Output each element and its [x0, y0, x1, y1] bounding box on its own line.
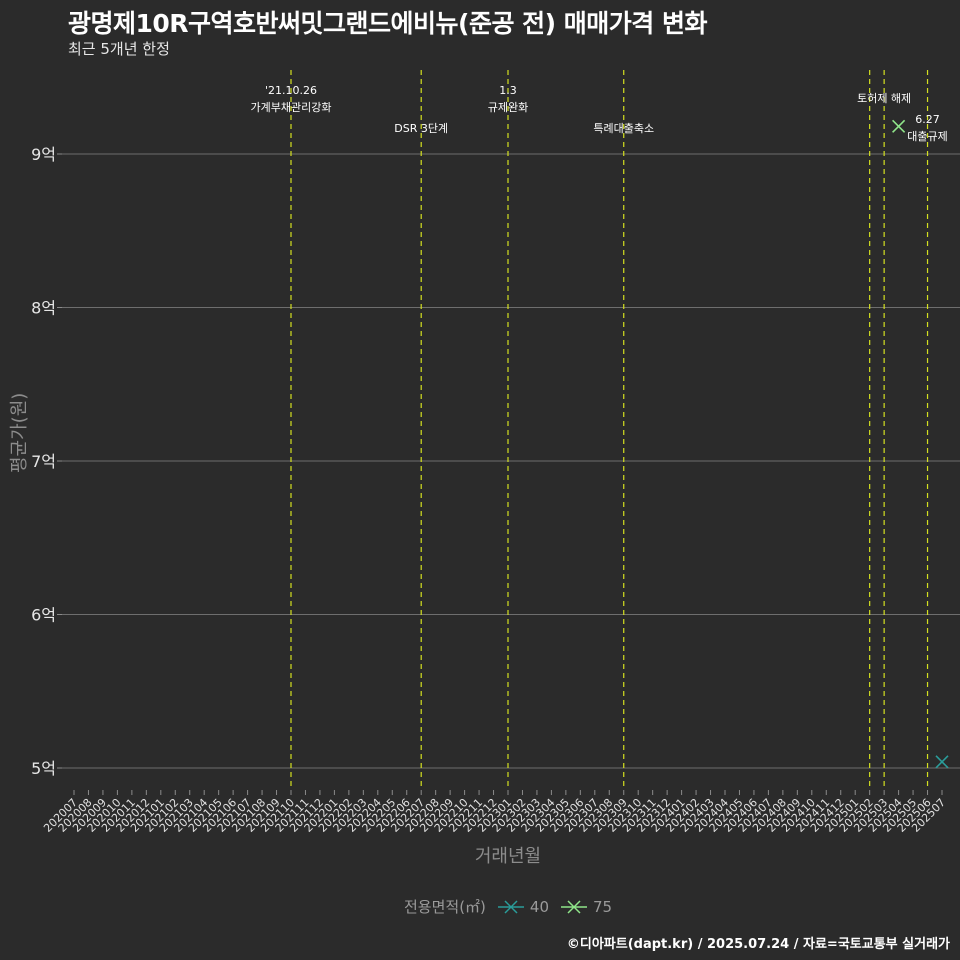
event-annotation-label: 대출규제 — [907, 130, 947, 143]
legend-item-75: 75 — [561, 898, 612, 916]
event-annotation-label: 6.27 — [915, 113, 940, 126]
chart-title: 광명제10R구역호반써밋그랜드에비뉴(준공 전) 매매가격 변화 — [68, 9, 708, 38]
data-point-40 — [935, 755, 949, 769]
y-tick-label: 6억 — [31, 606, 56, 625]
event-annotation-label: '21.10.26 — [265, 84, 317, 97]
event-annotation-label: 가계부채관리강화 — [251, 101, 332, 114]
event-annotation-label: 1.3 — [499, 84, 517, 97]
y-tick-label: 7억 — [31, 452, 56, 471]
legend-title: 전용면적(㎡) — [404, 898, 486, 916]
event-annotation-label: DSR 3단계 — [394, 122, 448, 135]
event-annotation-label: 토허제 해제 — [857, 91, 911, 105]
legend-x-marker-icon — [497, 899, 524, 914]
event-annotation-label: 특례대출축소 — [593, 122, 654, 135]
legend-x-marker-icon — [561, 899, 587, 914]
event-annotation-label: 규제완화 — [488, 101, 528, 114]
legend: 전용면적(㎡) 40 75 — [404, 896, 612, 917]
y-tick-label: 5억 — [31, 759, 56, 778]
x-axis-title: 거래년월 — [474, 846, 542, 867]
y-axis: 5억 6억 7억 8억 9억 — [31, 145, 62, 778]
gridlines — [62, 153, 960, 769]
y-tick-label: 9억 — [31, 145, 56, 164]
x-axis: 2020072020082020092020102020112020122021… — [41, 790, 948, 835]
chart-subtitle: 최근 5개년 한정 — [68, 40, 170, 58]
data-point-75 — [892, 119, 906, 133]
y-tick-label: 8억 — [31, 299, 56, 318]
event-lines — [290, 70, 929, 790]
source-credit: ©디아파트(dapt.kr) / 2025.07.24 / 자료=국토교통부 실… — [566, 937, 950, 952]
y-axis-title: 평균가(원) — [9, 392, 30, 473]
data-points — [892, 119, 949, 769]
legend-item-40: 40 — [497, 898, 549, 916]
